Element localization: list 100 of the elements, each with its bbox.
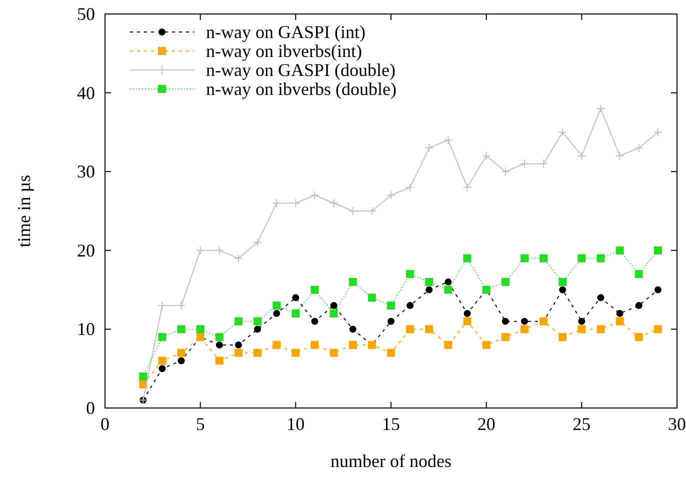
point [520, 318, 528, 325]
point [424, 143, 434, 152]
point [502, 318, 509, 325]
point [406, 325, 414, 334]
point [520, 254, 528, 262]
point [254, 317, 262, 326]
point [310, 340, 319, 349]
point [634, 333, 643, 342]
point [558, 128, 568, 137]
point [177, 348, 186, 357]
point [330, 309, 338, 318]
point [444, 340, 452, 349]
point [444, 286, 452, 294]
point [540, 254, 548, 262]
point [616, 246, 624, 254]
point [634, 143, 644, 152]
point [253, 238, 262, 248]
point [520, 159, 529, 168]
point [272, 302, 281, 310]
point [234, 348, 242, 357]
point [539, 159, 548, 168]
point [234, 254, 243, 263]
point [578, 318, 586, 325]
point [177, 325, 186, 334]
point [596, 104, 606, 114]
y-tick-label: 10 [77, 319, 95, 340]
point [406, 302, 414, 310]
point [444, 278, 452, 286]
point [311, 318, 318, 325]
x-tick-label: 0 [100, 414, 110, 434]
point [578, 254, 586, 262]
point [596, 254, 605, 262]
point [196, 246, 205, 255]
y-tick-label: 0 [86, 398, 95, 418]
point [215, 356, 224, 365]
point [482, 151, 491, 160]
point [388, 318, 394, 325]
x-tick-label: 15 [382, 414, 400, 434]
point [272, 198, 282, 208]
point [597, 294, 604, 302]
point [292, 348, 300, 357]
point [425, 325, 434, 334]
x-tick-label: 5 [196, 414, 205, 434]
point [596, 325, 605, 334]
y-tick-label: 30 [77, 162, 95, 182]
point [178, 357, 185, 364]
point [196, 325, 204, 334]
point [214, 246, 224, 255]
point [654, 246, 662, 254]
y-tick-label: 50 [77, 4, 95, 24]
point [635, 302, 642, 310]
point [292, 294, 300, 302]
point [463, 317, 472, 326]
point [349, 326, 356, 333]
point [406, 182, 415, 192]
point [368, 294, 376, 302]
point [577, 151, 586, 160]
point [558, 333, 567, 342]
point [482, 340, 490, 349]
point [329, 198, 338, 208]
y-axis-title: time in µs [14, 174, 34, 248]
legend-label: n-way on GASPI (int) [206, 22, 366, 42]
point [463, 254, 472, 262]
point [578, 325, 586, 334]
x-axis-title: number of nodes [330, 451, 452, 471]
point [386, 190, 396, 200]
x-tick-label: 10 [286, 414, 305, 434]
point [387, 302, 395, 310]
point [462, 182, 472, 192]
point [215, 333, 224, 342]
point [310, 190, 320, 200]
point [158, 333, 166, 342]
point [634, 270, 643, 278]
point [426, 286, 433, 294]
point [234, 341, 242, 348]
point [500, 167, 510, 176]
point [139, 372, 148, 380]
point [444, 136, 453, 145]
point [501, 333, 510, 342]
x-tick-label: 25 [572, 414, 591, 434]
point [654, 286, 662, 294]
point [616, 317, 624, 326]
legend-label: n-way on ibverbs(int) [206, 41, 362, 61]
point [216, 341, 223, 348]
point [292, 309, 300, 318]
point [273, 310, 280, 317]
point [558, 278, 567, 286]
legend-label: n-way on GASPI (double) [206, 60, 396, 80]
y-tick-label: 20 [77, 240, 95, 260]
point [330, 302, 338, 310]
point [254, 326, 262, 333]
point [254, 348, 262, 357]
legend-label: n-way on ibverbs (double) [206, 79, 396, 99]
x-tick-label: 30 [668, 414, 686, 434]
point [158, 356, 166, 365]
point [654, 325, 662, 334]
point [387, 348, 395, 357]
point [310, 286, 319, 294]
point [615, 151, 624, 160]
point [291, 198, 300, 208]
